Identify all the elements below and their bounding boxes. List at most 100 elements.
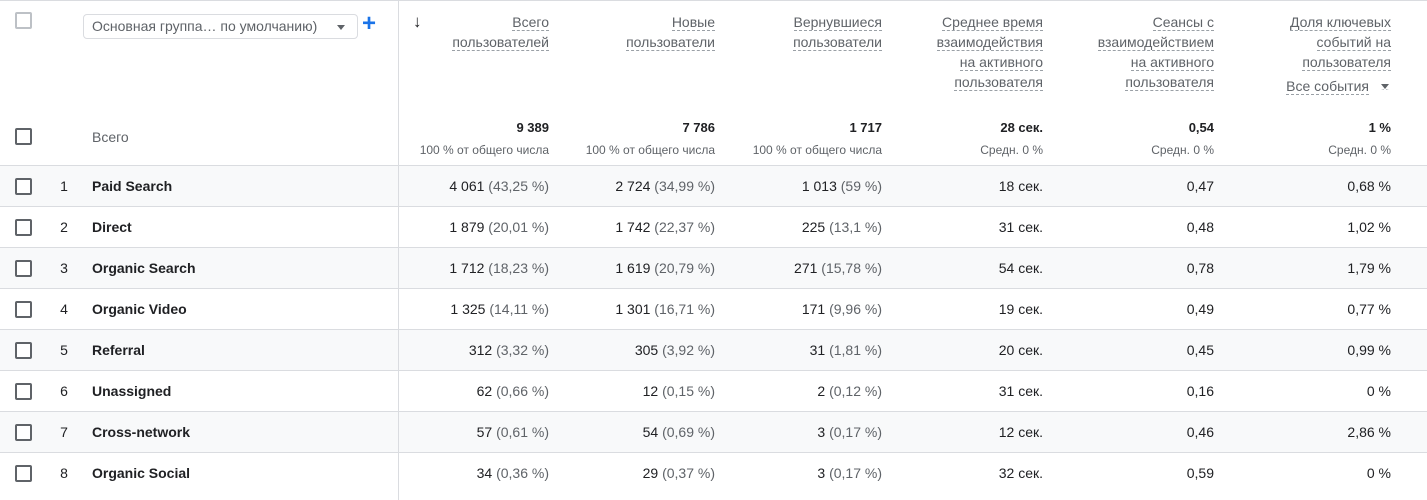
- metric-cell: 31 (1,81 %): [712, 342, 882, 358]
- metric-value: 2 724: [615, 178, 651, 194]
- top-border: [0, 0, 1427, 1]
- row-checkbox[interactable]: [15, 301, 32, 318]
- row-checkbox[interactable]: [15, 424, 32, 441]
- caret-down-icon: [1381, 84, 1389, 90]
- metric-percent: (0,66 %): [496, 383, 549, 399]
- row-dimension[interactable]: Organic Social: [92, 465, 191, 481]
- total-value: 1 %: [1368, 120, 1391, 135]
- row-checkbox[interactable]: [15, 342, 32, 359]
- metric-value: 0,99 %: [1347, 342, 1391, 358]
- metric-cell: 29 (0,37 %): [545, 465, 715, 481]
- metric-cell: 12 (0,15 %): [545, 383, 715, 399]
- metric-percent: (0,15 %): [662, 383, 715, 399]
- arrow-down-icon[interactable]: ↓: [413, 12, 422, 31]
- row-dimension[interactable]: Organic Search: [92, 260, 196, 276]
- column-header-1[interactable]: Всего пользователей: [379, 12, 549, 52]
- row-dimension[interactable]: Cross-network: [92, 424, 191, 440]
- metric-percent: (59 %): [840, 178, 882, 194]
- metric-percent: (15,78 %): [821, 260, 882, 276]
- totals-checkbox[interactable]: [15, 128, 32, 145]
- metric-cell: 0,46: [1044, 424, 1214, 440]
- metric-cell: 31 сек.: [873, 219, 1043, 235]
- column-header-text: событий на: [1316, 34, 1391, 51]
- table-row[interactable]: 7 Cross-network 57 (0,61 %) 54 (0,69 %) 3 (0…: [0, 411, 1427, 452]
- column-header-text: Сеансы с: [1152, 14, 1214, 31]
- metric-cell: 1 013 (59 %): [712, 178, 882, 194]
- row-checkbox[interactable]: [15, 178, 32, 195]
- metric-percent: (20,79 %): [654, 260, 715, 276]
- metric-value: 0,16: [1186, 383, 1214, 399]
- column-header-text: Вернувшиеся: [793, 14, 882, 31]
- metric-cell: 3 (0,17 %): [712, 424, 882, 440]
- column-total: 0,54 Средн. 0 %: [1044, 120, 1214, 157]
- metric-cell: 18 сек.: [873, 178, 1043, 194]
- table-row[interactable]: 4 Organic Video 1 325 (14,11 %) 1 301 (16,7…: [0, 288, 1427, 329]
- row-checkbox[interactable]: [15, 465, 32, 482]
- row-dimension[interactable]: Referral: [92, 342, 145, 358]
- total-subtext: 100 % от общего числа: [585, 143, 715, 157]
- header-select-all-checkbox[interactable]: [15, 12, 32, 29]
- column-header-text: Новые: [671, 14, 715, 31]
- metric-value: 225: [801, 219, 826, 235]
- column-header-3[interactable]: Вернувшиеся пользователи: [712, 12, 882, 52]
- table-row[interactable]: 3 Organic Search 1 712 (18,23 %) 1 619 (20,…: [0, 247, 1427, 288]
- row-checkbox[interactable]: [15, 260, 32, 277]
- metric-cell: 1 301 (16,71 %): [545, 301, 715, 317]
- row-checkbox[interactable]: [15, 383, 32, 400]
- row-dimension[interactable]: Organic Video: [92, 301, 187, 317]
- column-header-text: взаимодействием: [1097, 34, 1214, 51]
- table-row[interactable]: 6 Unassigned 62 (0,66 %) 12 (0,15 %) 2 (0,12…: [0, 370, 1427, 411]
- metric-percent: (0,61 %): [496, 424, 549, 440]
- metric-percent: (20,01 %): [488, 219, 549, 235]
- metric-value: 31 сек.: [998, 383, 1043, 399]
- row-index: 6: [60, 383, 68, 399]
- column-header-text: пользователя: [1302, 54, 1391, 71]
- metric-cell: 2 (0,12 %): [712, 383, 882, 399]
- metric-value: 31 сек.: [998, 219, 1043, 235]
- metric-value: 2: [817, 383, 826, 399]
- column-header-2[interactable]: Новые пользователи: [545, 12, 715, 52]
- row-index: 2: [60, 219, 68, 235]
- table-row[interactable]: 1 Paid Search 4 061 (43,25 %) 2 724 (34,99 …: [0, 165, 1427, 206]
- metric-value: 18 сек.: [998, 178, 1043, 194]
- column-total: 28 сек. Средн. 0 %: [873, 120, 1043, 157]
- column-header-5[interactable]: Сеансы с взаимодействием на активного польз…: [1044, 12, 1214, 92]
- metric-value: 1,79 %: [1347, 260, 1391, 276]
- row-checkbox[interactable]: [15, 219, 32, 236]
- event-selector-dropdown[interactable]: Все события: [1221, 76, 1391, 96]
- total-subtext: 100 % от общего числа: [419, 143, 549, 157]
- totals-label: Всего: [92, 129, 129, 145]
- metric-cell: 2,86 %: [1221, 424, 1391, 440]
- metric-value: 12 сек.: [998, 424, 1043, 440]
- metric-value: 34: [476, 465, 493, 481]
- column-total: 1 717 100 % от общего числа: [712, 120, 882, 157]
- metric-value: 20 сек.: [998, 342, 1043, 358]
- table-row[interactable]: 5 Referral 312 (3,32 %) 305 (3,92 %) 31 (1,8…: [0, 329, 1427, 370]
- column-header-4[interactable]: Среднее время взаимодействия на активного п…: [873, 12, 1043, 92]
- metric-value: 57: [476, 424, 493, 440]
- dimension-dropdown[interactable]: Основная группа… по умолчанию): [83, 14, 358, 39]
- metric-percent: (13,1 %): [829, 219, 882, 235]
- row-dimension[interactable]: Unassigned: [92, 383, 172, 399]
- row-dimension[interactable]: Paid Search: [92, 178, 173, 194]
- metric-value: 62: [476, 383, 493, 399]
- row-dimension[interactable]: Direct: [92, 219, 132, 235]
- add-dimension-button[interactable]: +: [362, 10, 377, 37]
- total-subtext: Средн. 0 %: [1151, 143, 1214, 157]
- metric-value: 0,47: [1186, 178, 1214, 194]
- column-total: 1 % Средн. 0 %: [1221, 120, 1391, 157]
- metric-value: 0,49: [1186, 301, 1214, 317]
- column-header-6[interactable]: Доля ключевых событий на пользователя Все с…: [1221, 12, 1391, 96]
- metric-percent: (3,92 %): [662, 342, 715, 358]
- metric-value: 1 712: [449, 260, 485, 276]
- metric-cell: 0,47: [1044, 178, 1214, 194]
- table-row[interactable]: 2 Direct 1 879 (20,01 %) 1 742 (22,37 %) 225…: [0, 206, 1427, 247]
- metric-cell: 0,48: [1044, 219, 1214, 235]
- metric-cell: 2 724 (34,99 %): [545, 178, 715, 194]
- table-row[interactable]: 8 Organic Social 34 (0,36 %) 29 (0,37 %) 3 (…: [0, 452, 1427, 493]
- column-divider: [398, 0, 399, 500]
- metric-value: 3: [817, 424, 826, 440]
- metric-value: 29: [642, 465, 659, 481]
- column-header-text: на активного: [1130, 54, 1214, 71]
- metric-value: 0,45: [1186, 342, 1214, 358]
